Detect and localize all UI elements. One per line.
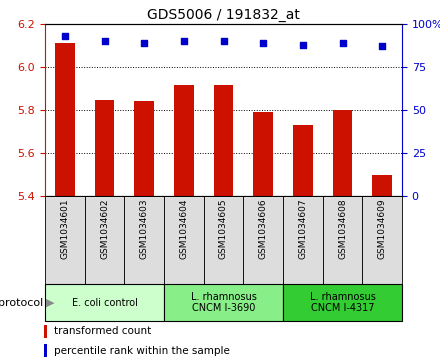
Bar [362,196,402,284]
Bar [243,196,283,284]
Bar [372,175,392,196]
Point [299,42,306,48]
Bar [45,196,84,284]
Bar [213,85,233,196]
Bar [84,196,125,284]
Text: transformed count: transformed count [54,326,151,337]
Bar [253,112,273,196]
Point [61,33,68,39]
Bar [164,196,204,284]
Bar [333,110,352,196]
Text: GSM1034602: GSM1034602 [100,199,109,259]
Bar [134,101,154,196]
Text: GSM1034609: GSM1034609 [378,199,387,259]
Bar [44,325,47,338]
Point [101,38,108,44]
Text: protocol: protocol [0,298,43,307]
Point [339,40,346,46]
Text: percentile rank within the sample: percentile rank within the sample [54,346,230,356]
Text: GSM1034605: GSM1034605 [219,199,228,259]
Point [220,38,227,44]
Text: L. rhamnosus
CNCM I-3690: L. rhamnosus CNCM I-3690 [191,292,257,313]
Bar [95,100,114,196]
Bar [174,85,194,196]
Point [379,44,386,49]
Bar [204,196,243,284]
Text: GSM1034607: GSM1034607 [298,199,307,259]
Text: GSM1034601: GSM1034601 [60,199,70,259]
Bar [164,284,283,321]
Bar [323,196,362,284]
Bar [125,196,164,284]
Text: L. rhamnosus
CNCM I-4317: L. rhamnosus CNCM I-4317 [310,292,375,313]
Text: E. coli control: E. coli control [72,298,137,307]
Title: GDS5006 / 191832_at: GDS5006 / 191832_at [147,8,300,21]
Bar [283,196,323,284]
Text: GSM1034608: GSM1034608 [338,199,347,259]
Bar [44,344,47,357]
Point [180,38,187,44]
Text: GSM1034604: GSM1034604 [180,199,188,259]
Bar [283,284,402,321]
Bar [55,43,75,196]
Point [141,40,148,46]
Bar [293,125,313,196]
Text: GSM1034606: GSM1034606 [259,199,268,259]
Bar [45,284,164,321]
Text: GSM1034603: GSM1034603 [139,199,149,259]
Point [260,40,267,46]
Text: ▶: ▶ [46,298,55,307]
